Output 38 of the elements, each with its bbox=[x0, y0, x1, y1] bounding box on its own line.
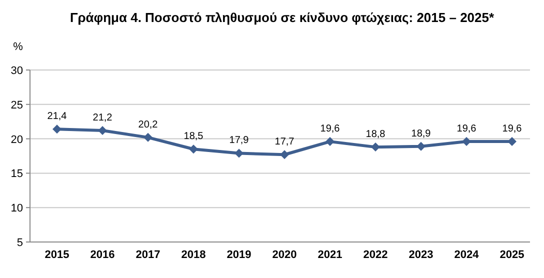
y-tick-label: 20 bbox=[10, 134, 23, 146]
data-label: 17,9 bbox=[229, 135, 250, 146]
x-tick-label: 2022 bbox=[363, 249, 388, 261]
data-label: 18,9 bbox=[411, 128, 432, 140]
x-tick-label: 2021 bbox=[318, 249, 342, 261]
chart-title: Γράφημα 4. Ποσοστό πληθυσμού σε κίνδυνο φτώχειας: 2015 – 2025* bbox=[70, 10, 495, 25]
x-tick-label: 2023 bbox=[408, 249, 434, 261]
x-tick-label: 2015 bbox=[44, 249, 70, 261]
x-tick-label: 2020 bbox=[272, 249, 297, 261]
y-axis-title: % bbox=[13, 41, 24, 53]
data-label: 20,2 bbox=[138, 119, 158, 130]
x-tick-label: 2017 bbox=[136, 249, 160, 261]
x-tick-label: 2019 bbox=[226, 249, 252, 261]
data-label: 19,6 bbox=[320, 124, 340, 135]
data-label: 21,2 bbox=[92, 112, 113, 124]
x-tick-label: 2018 bbox=[181, 249, 206, 261]
y-tick-label: 15 bbox=[10, 168, 23, 180]
data-label: 21,4 bbox=[47, 111, 68, 122]
data-label: 17,7 bbox=[274, 136, 295, 148]
point bbox=[144, 132, 152, 142]
data-label: 18,8 bbox=[366, 129, 386, 140]
data-label: 19,6 bbox=[502, 124, 522, 135]
x-tick-label: 2025 bbox=[500, 249, 524, 261]
point bbox=[326, 137, 334, 146]
y-tick-label: 25 bbox=[10, 99, 23, 112]
data-label: 19,6 bbox=[456, 124, 477, 135]
data-label: 18,5 bbox=[184, 131, 204, 142]
point bbox=[280, 150, 289, 160]
point bbox=[416, 142, 426, 151]
point bbox=[52, 124, 62, 134]
y-tick-label: 30 bbox=[10, 65, 23, 77]
y-tick-label: 10 bbox=[10, 202, 23, 215]
y-tick-label: 5 bbox=[16, 237, 23, 249]
point bbox=[234, 148, 244, 158]
x-tick-label: 2024 bbox=[454, 249, 480, 261]
x-tick-label: 2016 bbox=[90, 249, 115, 261]
point bbox=[98, 126, 107, 136]
point bbox=[189, 144, 198, 154]
